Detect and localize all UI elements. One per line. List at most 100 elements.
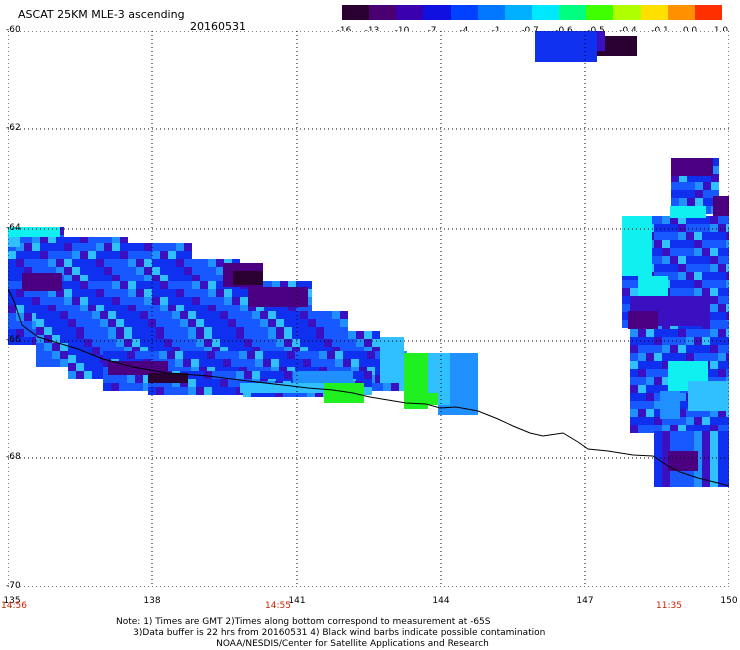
wind-cell bbox=[140, 311, 148, 319]
wind-cell bbox=[104, 259, 112, 267]
wind-cell bbox=[111, 383, 119, 391]
wind-cell bbox=[726, 417, 729, 425]
wind-cell bbox=[84, 331, 92, 339]
wind-cell bbox=[152, 243, 160, 251]
wind-cell bbox=[726, 439, 729, 447]
wind-cell bbox=[710, 248, 718, 256]
wind-cell bbox=[260, 331, 268, 339]
wind-cell bbox=[662, 479, 670, 487]
wind-cell bbox=[622, 288, 630, 296]
wind-cell bbox=[136, 281, 144, 289]
wind-cell bbox=[638, 377, 646, 385]
wind-cell bbox=[48, 297, 56, 305]
wind-cell bbox=[662, 369, 670, 377]
wind-cell bbox=[702, 256, 710, 264]
wind-cell bbox=[630, 385, 638, 393]
wind-cell bbox=[654, 393, 662, 401]
wind-cell bbox=[216, 289, 224, 297]
wind-cell bbox=[718, 216, 726, 224]
wind-cell bbox=[52, 343, 60, 351]
notes: Note: 1) Times are GMT 2)Times along bot… bbox=[116, 617, 545, 650]
wind-cell bbox=[304, 281, 312, 289]
wind-cell bbox=[694, 353, 702, 361]
wind-cell bbox=[295, 351, 303, 359]
wind-cell bbox=[80, 267, 88, 275]
wind-cell bbox=[670, 248, 678, 256]
wind-cell bbox=[343, 351, 351, 359]
wind-cell bbox=[36, 319, 44, 327]
wind-cell bbox=[244, 339, 252, 347]
wind-cell bbox=[662, 439, 670, 447]
wind-cell bbox=[212, 331, 220, 339]
wind-cell bbox=[718, 425, 726, 433]
wind-cell bbox=[64, 297, 72, 305]
wind-cell bbox=[332, 339, 340, 347]
wind-cell bbox=[80, 289, 88, 297]
wind-cell bbox=[36, 343, 44, 351]
wind-cell bbox=[164, 319, 172, 327]
wind-cell bbox=[662, 329, 670, 337]
wind-cell bbox=[156, 339, 164, 347]
wind-cell bbox=[172, 387, 180, 395]
wind-cell bbox=[710, 337, 718, 345]
wind-cell bbox=[135, 383, 143, 391]
wind-cell bbox=[671, 174, 679, 182]
wind-cell bbox=[248, 305, 256, 313]
wind-cell bbox=[128, 267, 136, 275]
wind-cell bbox=[44, 319, 52, 327]
wind-cell bbox=[630, 369, 638, 377]
wind-cell bbox=[654, 361, 662, 369]
colorbar-segment bbox=[423, 5, 451, 20]
longitude-label: 150 bbox=[720, 596, 738, 606]
wind-cell bbox=[207, 351, 215, 359]
wind-cell bbox=[104, 237, 112, 245]
wind-cell bbox=[718, 256, 726, 264]
wind-cell bbox=[244, 319, 252, 327]
wind-cell bbox=[694, 439, 702, 447]
wind-cell bbox=[236, 311, 244, 319]
wind-cell bbox=[654, 431, 662, 439]
wind-cell bbox=[662, 337, 670, 345]
wind-cell bbox=[192, 281, 200, 289]
wind-cell bbox=[324, 311, 332, 319]
wind-cell bbox=[220, 311, 228, 319]
wind-cell bbox=[646, 385, 654, 393]
wind-cell bbox=[679, 182, 687, 190]
wind-cell bbox=[638, 393, 646, 401]
wind-cell bbox=[176, 267, 184, 275]
wind-cell bbox=[662, 455, 670, 463]
wind-cell bbox=[694, 272, 702, 280]
wind-cell bbox=[535, 31, 597, 62]
wind-cell bbox=[176, 281, 184, 289]
wind-cell bbox=[232, 297, 240, 305]
wind-cell bbox=[180, 311, 188, 319]
wind-cell bbox=[144, 289, 152, 297]
wind-cell bbox=[60, 351, 68, 359]
wind-cell bbox=[678, 280, 686, 288]
wind-cell bbox=[188, 311, 196, 319]
wind-cell bbox=[143, 351, 151, 359]
wind-cell bbox=[112, 243, 120, 251]
wind-cell bbox=[104, 251, 112, 259]
wind-cell bbox=[228, 311, 236, 319]
lat-lon-grid bbox=[8, 31, 729, 587]
wind-cell bbox=[276, 339, 284, 347]
wind-cell bbox=[694, 288, 702, 296]
wind-cell bbox=[100, 339, 108, 347]
wind-cell bbox=[140, 331, 148, 339]
wind-cell bbox=[52, 327, 60, 335]
wind-cell bbox=[112, 281, 120, 289]
wind-cell bbox=[670, 264, 678, 272]
wind-cell bbox=[228, 387, 236, 395]
wind-cell bbox=[718, 369, 726, 377]
wind-cell bbox=[694, 479, 702, 487]
wind-cell bbox=[710, 361, 718, 369]
wind-cell bbox=[143, 375, 151, 383]
wind-cell bbox=[40, 289, 48, 297]
wind-cell bbox=[240, 383, 340, 393]
wind-cell bbox=[670, 232, 678, 240]
wind-cell bbox=[316, 319, 324, 327]
wind-cell bbox=[662, 224, 670, 232]
wind-cell bbox=[703, 198, 711, 206]
wind-cell bbox=[156, 331, 164, 339]
